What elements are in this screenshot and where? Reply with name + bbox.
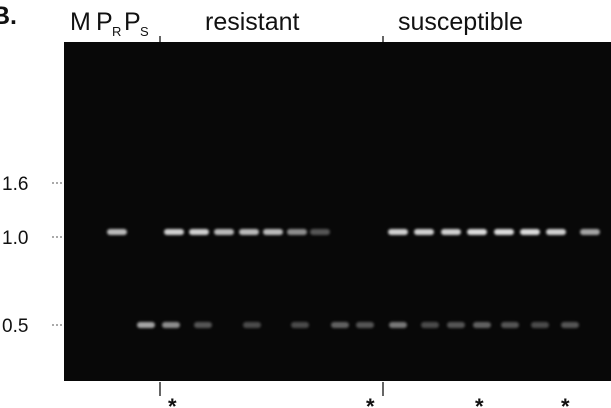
band [162,322,180,328]
band [580,229,600,235]
band [441,229,461,235]
band [546,229,566,235]
band [291,322,309,328]
gel [64,42,611,381]
lane-subscript: S [140,24,149,39]
band [356,322,374,328]
band [137,322,155,328]
band [239,229,259,235]
band [310,229,330,235]
band [520,229,540,235]
band [494,229,514,235]
band [561,322,579,328]
band [263,229,283,235]
panel-label: B. [0,2,17,30]
band [447,322,465,328]
lane-label: M [70,8,91,36]
band [414,229,434,235]
band [243,322,261,328]
bands [107,229,600,328]
band [331,322,349,328]
lane-label: P [124,8,141,36]
band [531,322,549,328]
band [164,229,184,235]
asterisk: * [366,394,375,408]
band [287,229,307,235]
asterisk: * [168,394,177,408]
size-label: 1.6 [2,174,28,195]
band [388,229,408,235]
band [214,229,234,235]
band [501,322,519,328]
group-label: resistant [205,8,300,36]
group-label: susceptible [398,8,523,36]
size-label: 0.5 [2,316,28,337]
lane-subscript: R [112,24,121,39]
band [389,322,407,328]
band [467,229,487,235]
band [421,322,439,328]
asterisk: * [561,394,570,408]
band [473,322,491,328]
band [194,322,212,328]
size-label: 1.0 [2,228,28,249]
band [107,229,127,235]
lane-label: P [96,8,113,36]
band [189,229,209,235]
asterisk: * [475,394,484,408]
